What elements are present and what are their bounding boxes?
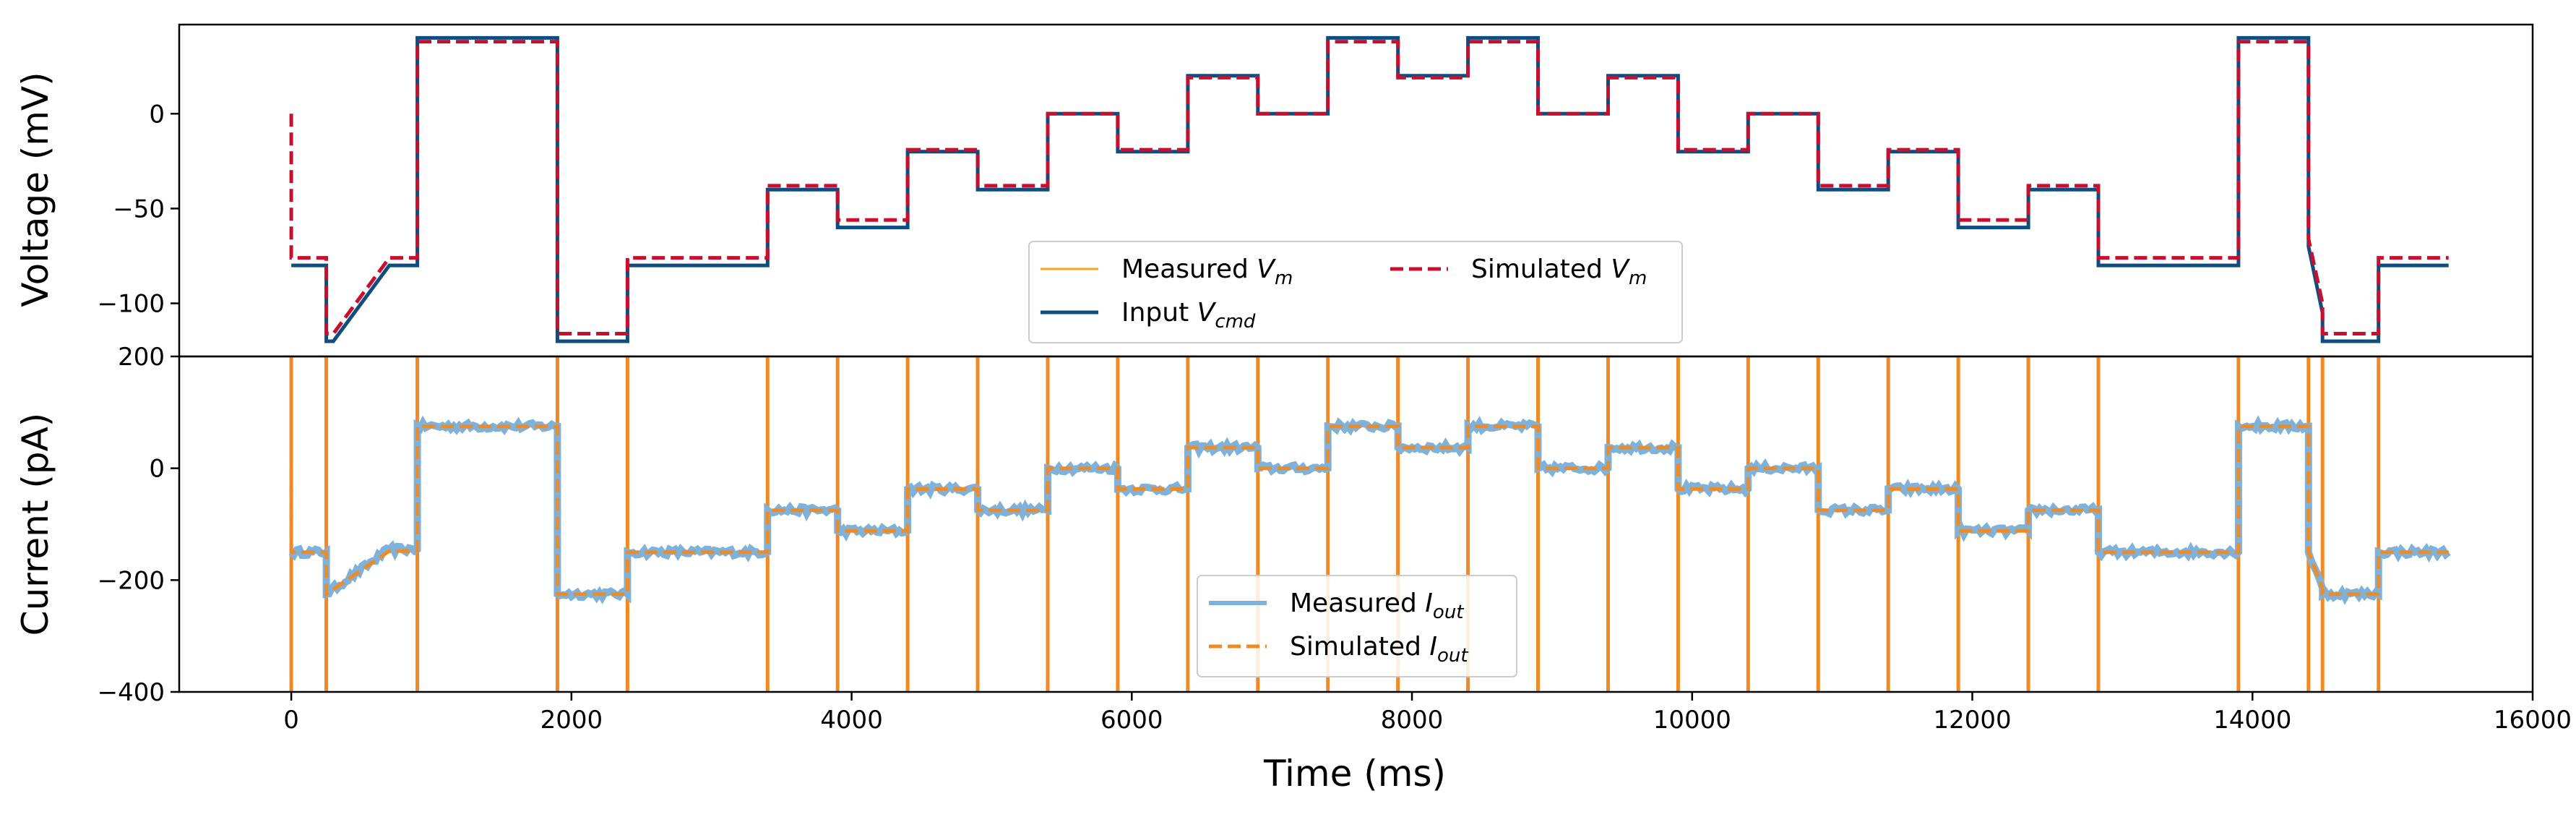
voltage-legend-box [1028,241,1683,343]
legend-label-subscript: m [1275,268,1293,289]
voltage-ytick-label-0: 0 [149,100,165,129]
xtick-label-1: 2000 [540,706,603,735]
current-frame [178,355,2534,693]
time-axis-label: Time (ms) [1263,753,1446,795]
legend-label-variable: V [1197,298,1217,328]
voltage-plot-area [289,35,2449,343]
legend-label-subscript: cmd [1215,311,1256,333]
current-axis-label: Current (pA) [14,413,56,636]
xtick-label-8: 16000 [2494,706,2572,735]
current-ytick-label-3: −400 [98,678,165,707]
xtick-label-7: 14000 [2213,706,2291,735]
current-ytick-label-0: 200 [118,343,165,372]
current-panel: 2000−200−4000 2000 4000 6000 8000 10000 12000 1… [98,343,2572,735]
legend-label-text: Input [1121,298,1197,328]
legend-label-subscript: out [1437,645,1468,667]
current-ytick-label-2: −200 [98,566,165,595]
current-ytick-label-1: 0 [149,455,165,484]
voltage-legend: Measured Vm Input Vcmd Simulated Vm [1028,241,1683,343]
xtick-label-3: 6000 [1100,706,1163,735]
legend-label-text: Measured [1290,589,1425,618]
voltage-ytick-label-1: −50 [113,194,165,223]
legend-label-variable: I [1429,632,1437,662]
current-plot-area [288,356,2451,692]
xtick-label-2: 4000 [820,706,883,735]
current-legend-label-1: Simulated Iout [1290,632,1468,667]
voltage-series-simulated-vm [289,40,2449,335]
voltage-axis-label: Voltage (mV) [14,72,56,307]
legend-label-variable: V [1611,254,1630,284]
legend-label-subscript: out [1433,602,1464,623]
xtick-label-5: 10000 [1653,706,1731,735]
legend-label-text: Simulated [1290,632,1429,662]
legend-label-variable: V [1257,254,1276,284]
xtick-label-4: 8000 [1381,706,1444,735]
voltage-legend-label-0: Measured Vm [1121,254,1293,289]
legend-label-subscript: m [1629,268,1647,289]
voltage-legend-label-1: Input Vcmd [1121,298,1256,333]
legend-label-variable: I [1425,589,1433,618]
xtick-label-0: 0 [283,706,299,735]
voltage-ytick-label-2: −100 [98,290,165,319]
voltage-legend-label-2: Simulated Vm [1471,254,1647,289]
xtick-label-6: 12000 [1933,706,2011,735]
voltage-panel: 0 −50 −100 Measured Vm Input Vcmd Simulated V… [98,23,2534,358]
legend-label-text: Simulated [1471,254,1611,284]
current-series-simulated-iout [289,424,2449,598]
current-legend-box [1197,575,1517,677]
current-legend-label-0: Measured Iout [1290,589,1464,623]
legend-label-text: Measured [1121,254,1257,284]
